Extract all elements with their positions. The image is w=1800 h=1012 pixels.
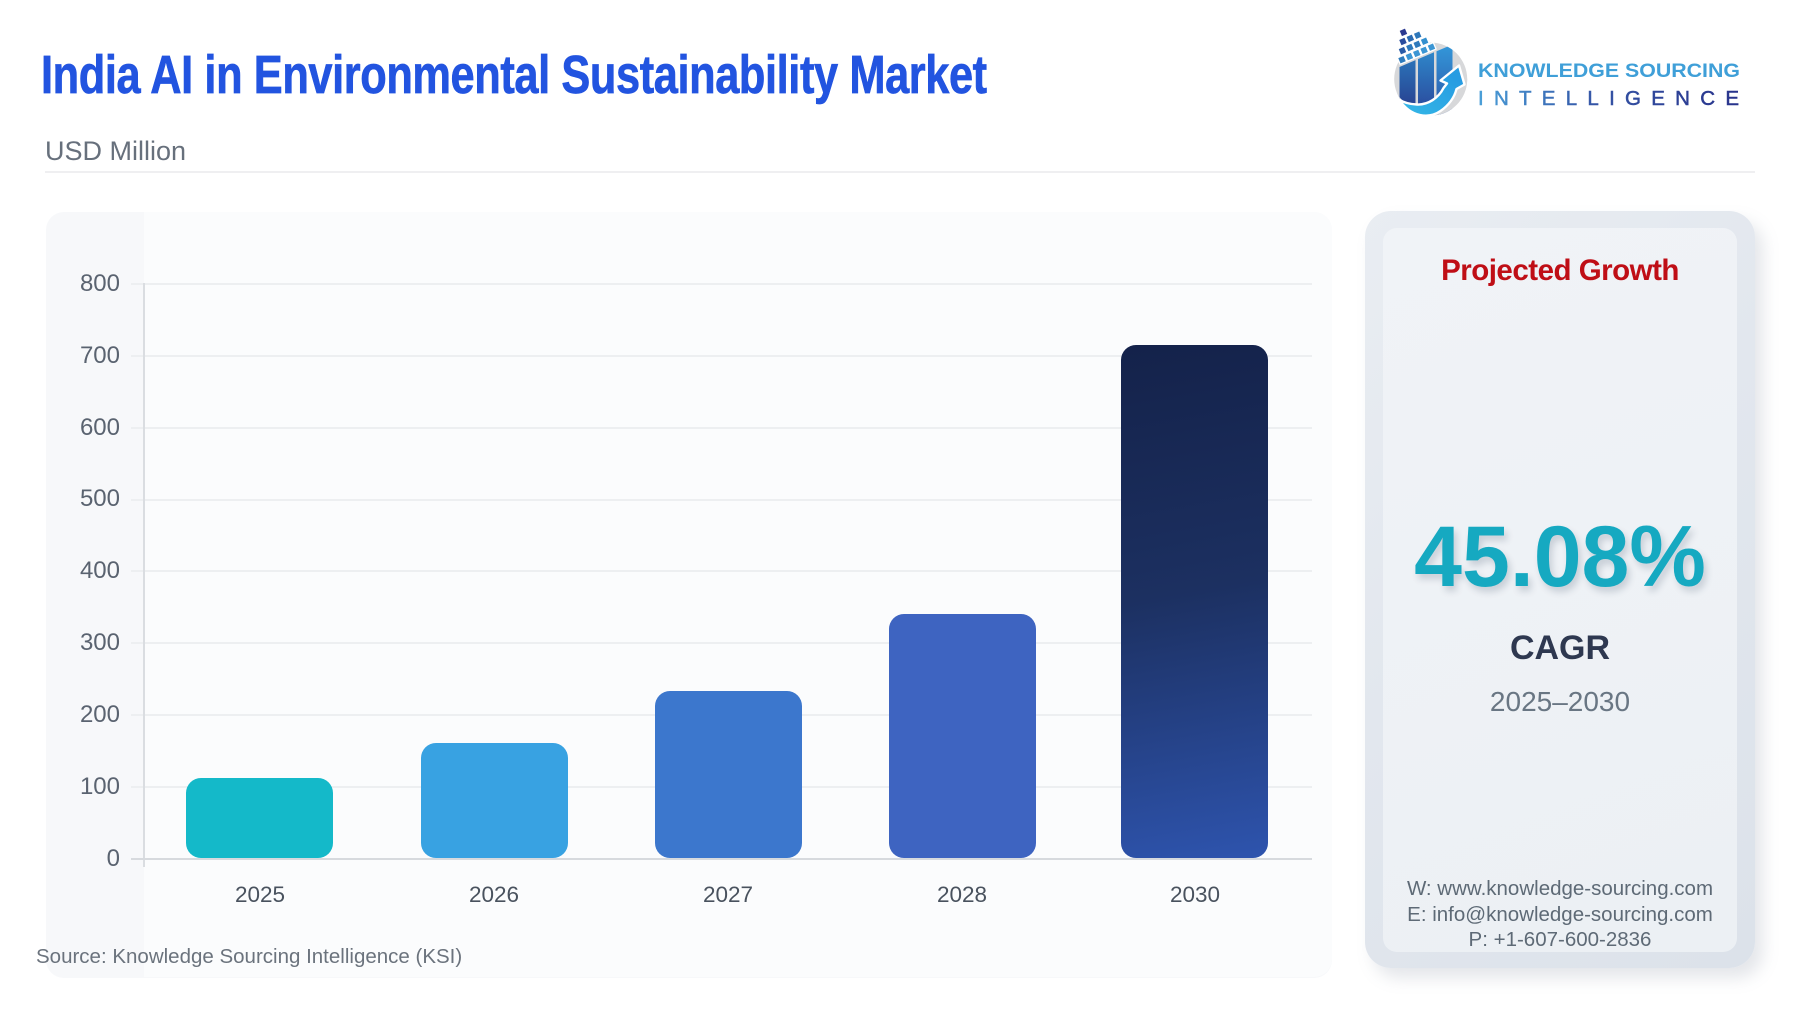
svg-text:KNOWLEDGE SOURCING: KNOWLEDGE SOURCING (1478, 60, 1740, 82)
svg-text:INTELLIGENCE: INTELLIGENCE (1478, 87, 1739, 110)
